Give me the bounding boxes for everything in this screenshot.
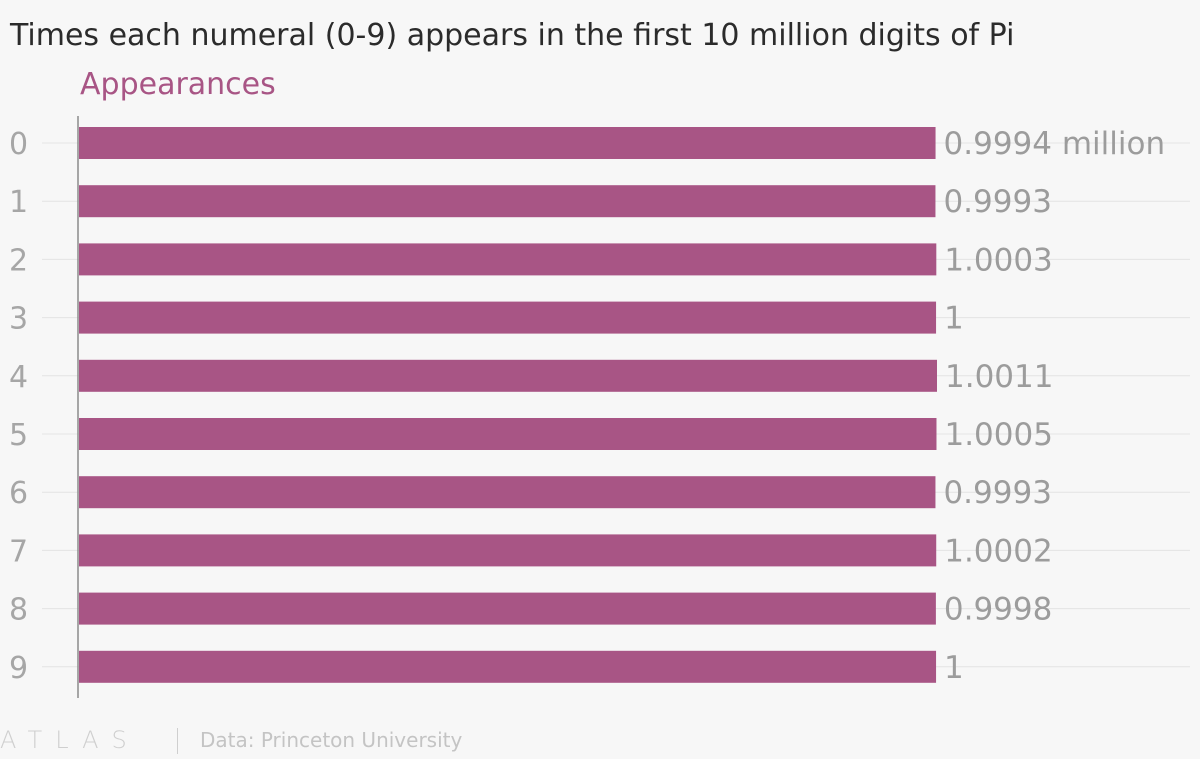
bar-4	[79, 359, 937, 392]
category-label-4: 4	[9, 360, 28, 395]
category-labels: 0 1 2 3 4 5 6 7 8 9	[9, 127, 28, 686]
footer: ATLAS Data: Princeton University	[0, 722, 1200, 758]
series-label: Appearances	[80, 67, 276, 102]
value-label-4: 1.0011	[945, 359, 1053, 395]
value-label-0: 0.9994 million	[944, 126, 1166, 162]
bar-6	[79, 476, 936, 509]
category-label-9: 9	[9, 651, 28, 686]
footer-divider	[177, 728, 178, 754]
value-label-1: 0.9993	[943, 184, 1051, 220]
category-label-3: 3	[9, 302, 28, 337]
category-label-6: 6	[9, 476, 28, 511]
bar-0	[79, 127, 936, 159]
bar-9	[79, 650, 937, 683]
category-label-1: 1	[9, 185, 28, 220]
bar-8	[79, 592, 936, 625]
value-label-9: 1	[944, 650, 964, 686]
bars	[79, 127, 937, 683]
bar-1	[79, 185, 936, 218]
category-label-8: 8	[9, 593, 28, 628]
category-label-7: 7	[9, 534, 28, 569]
category-label-5: 5	[9, 418, 28, 453]
value-label-3: 1	[944, 301, 964, 337]
value-label-2: 1.0003	[944, 242, 1052, 278]
atlas-logo: ATLAS	[0, 726, 140, 754]
bar-3	[79, 301, 937, 334]
bar-2	[79, 243, 937, 276]
value-labels: 0.9994 million 0.9993 1.0003 1 1.0011 1.0005 0…	[943, 126, 1165, 686]
chart-title: Times each numeral (0-9) appears in the …	[9, 18, 1014, 53]
bar-chart: Times each numeral (0-9) appears in the …	[9, 18, 1190, 698]
value-label-7: 1.0002	[944, 533, 1052, 569]
value-label-5: 1.0005	[944, 417, 1052, 453]
category-label-0: 0	[9, 127, 28, 162]
category-label-2: 2	[9, 243, 28, 278]
bar-5	[79, 418, 937, 450]
gridlines	[42, 142, 1190, 668]
source-note: Data: Princeton University	[200, 728, 463, 752]
value-label-8: 0.9998	[944, 592, 1052, 628]
bar-7	[79, 534, 937, 567]
value-label-6: 0.9993	[943, 475, 1051, 511]
